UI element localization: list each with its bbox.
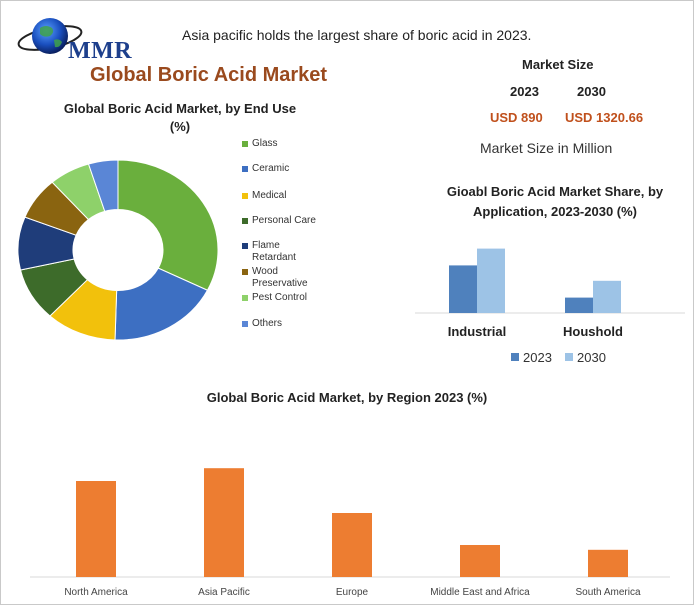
legend-swatch-2030 xyxy=(565,353,573,361)
legend-item-wood-preservative: Wood Preservative xyxy=(242,266,324,290)
application-bar-chart: Industrial Houshold 2023 2030 xyxy=(415,248,685,365)
legend-swatch xyxy=(242,166,248,172)
legend-swatch xyxy=(242,321,248,327)
bar-houshold-2023 xyxy=(565,297,593,313)
legend-item-others: Others xyxy=(242,318,324,330)
region-label-middle-east-and-africa: Middle East and Africa xyxy=(430,587,530,598)
legend-swatch xyxy=(242,218,248,224)
legend-label: Medical xyxy=(252,190,287,201)
legend-label-2030: 2030 xyxy=(577,350,606,365)
legend-item-glass: Glass xyxy=(242,138,324,150)
market-size-year-2023: 2023 xyxy=(510,84,539,99)
legend-label: Glass xyxy=(252,138,278,149)
region-bar-middle-east-and-africa xyxy=(460,545,500,577)
region-bar-europe xyxy=(332,513,372,577)
legend-label: Personal Care xyxy=(252,215,316,226)
legend-label-2023: 2023 xyxy=(523,350,552,365)
mmr-logo xyxy=(14,14,134,64)
legend-item-flame-retardant: Flame Retardant xyxy=(242,240,324,264)
legend-swatch-2023 xyxy=(511,353,519,361)
region-label-europe: Europe xyxy=(336,587,369,598)
legend-label: Wood Preservative xyxy=(252,266,308,289)
market-size-title: Market Size xyxy=(522,57,594,72)
legend-swatch xyxy=(242,295,248,301)
region-bar-south-america xyxy=(588,549,628,577)
legend-item-pest-control: Pest Control xyxy=(242,292,324,304)
end-use-donut-chart xyxy=(17,159,219,341)
legend-item-medical: Medical xyxy=(242,190,324,202)
region-bar-asia-pacific xyxy=(204,468,244,577)
headline: Asia pacific holds the largest share of … xyxy=(182,27,532,43)
bar-houshold-2030 xyxy=(593,280,621,313)
region-label-south-america: South America xyxy=(575,587,640,598)
logo-text: MMR xyxy=(68,38,133,64)
globe-icon xyxy=(17,18,83,54)
end-use-chart-title: Global Boric Acid Market, by End Use (%) xyxy=(63,101,297,134)
region-chart-title: Global Boric Acid Market, by Region 2023… xyxy=(206,390,488,405)
market-size-year-2030: 2030 xyxy=(577,84,606,99)
category-label-houshold: Houshold xyxy=(563,324,623,339)
region-bar-north-america xyxy=(76,481,116,577)
main-title: Global Boric Acid Market xyxy=(90,64,328,86)
region-label-asia-pacific: Asia Pacific xyxy=(198,587,250,598)
market-size-unit-note: Market Size in Million xyxy=(480,140,613,156)
market-size-value-2030: USD 1320.66 xyxy=(565,110,644,125)
legend-label: Flame Retardant xyxy=(252,240,296,263)
donut-slice-glass xyxy=(117,159,219,291)
application-chart-title: Gioabl Boric Acid Market Share, by Appli… xyxy=(446,184,664,219)
legend-item-ceramic: Ceramic xyxy=(242,163,324,175)
donut-slice-others xyxy=(87,159,119,212)
category-label-industrial: Industrial xyxy=(448,324,507,339)
legend-label: Others xyxy=(252,318,283,329)
legend-item-personal-care: Personal Care xyxy=(242,215,324,227)
legend-swatch xyxy=(242,193,248,199)
market-size-value-2023: USD 890 xyxy=(490,110,543,125)
bar-industrial-2030 xyxy=(477,248,505,313)
legend-label: Ceramic xyxy=(252,163,290,174)
legend-label: Pest Control xyxy=(252,292,308,303)
legend-swatch xyxy=(242,269,248,275)
region-bar-chart: North America Asia Pacific Europe Middle Ea… xyxy=(30,468,670,598)
legend-swatch xyxy=(242,243,248,249)
region-label-north-america: North America xyxy=(64,587,128,598)
bar-industrial-2023 xyxy=(449,265,477,313)
legend-swatch xyxy=(242,141,248,147)
